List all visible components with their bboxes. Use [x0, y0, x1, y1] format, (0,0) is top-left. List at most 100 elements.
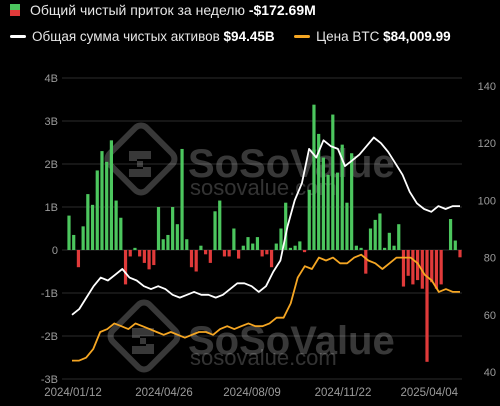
inflow-bar [142, 250, 146, 263]
net-assets-line [71, 136, 460, 316]
left-tick-label: -1B [41, 288, 58, 300]
inflow-bar [72, 234, 76, 250]
left-axis-ticks: -3B -2B -1B 0 1B 2B 3B 4B [41, 73, 58, 386]
inflow-bar [100, 151, 104, 250]
inflow-bar [434, 250, 439, 289]
inflow-bar [222, 250, 227, 257]
inflow-bar [416, 250, 420, 281]
watermark-site: sosovalue.com [190, 345, 337, 370]
inflow-bar [364, 250, 368, 274]
inflow-bar [95, 170, 99, 250]
inflow-bar [152, 250, 156, 266]
inflow-bar [156, 207, 161, 250]
inflow-bar [180, 148, 184, 250]
inflow-bar [279, 228, 283, 250]
inflow-bar [90, 204, 95, 250]
btc-value: $84,009.99 [383, 29, 451, 44]
inflow-bar [368, 228, 373, 250]
inflow-bar [128, 250, 132, 257]
x-tick-label: 2024/01/12 [44, 387, 102, 399]
inflow-bar [335, 172, 340, 250]
inflow-bar [194, 250, 198, 272]
left-tick-label: -3B [41, 374, 58, 386]
inflow-bar [251, 243, 255, 250]
assets-legend-icon [10, 34, 26, 38]
left-tick-label: 3B [45, 116, 58, 128]
inflow-bar [373, 219, 377, 250]
inflow-bar [448, 219, 453, 250]
inflow-bar [317, 133, 321, 250]
watermark-site: sosovalue.com [190, 175, 337, 200]
inflow-bar [138, 250, 142, 257]
inflow-bar [119, 217, 123, 250]
right-tick-label: 100 [478, 195, 496, 207]
inflow-bar [298, 241, 302, 250]
inflow-bar [321, 157, 325, 250]
inflow-value: -$172.69M [248, 2, 316, 18]
inflow-bar [406, 250, 410, 276]
legend-assets-btc: Общая сумма чистых активов $94.45B Цена … [10, 29, 451, 44]
inflow-label: Общий чистый приток за неделю [30, 2, 245, 18]
inflow-bar [331, 114, 335, 250]
left-tick-label: 4B [45, 73, 58, 85]
x-tick-label: 2024/04/26 [135, 387, 193, 399]
inflow-bar [312, 104, 316, 250]
watermark-brand: SoSoValue [188, 319, 395, 363]
inflow-bar [105, 161, 109, 250]
inflow-bar [354, 245, 358, 250]
inflow-bar [161, 239, 165, 250]
inflow-bar [284, 202, 288, 250]
inflow-bar [213, 211, 217, 250]
btc-label: Цена BTC [316, 29, 380, 44]
inflow-bar [397, 224, 401, 250]
inflow-bar [383, 247, 387, 250]
inflow-bar [425, 250, 429, 362]
inflow-bar [345, 202, 349, 250]
inflow-bar [411, 250, 415, 285]
inflow-bar [81, 226, 85, 250]
inflow-bar [133, 247, 137, 250]
inflow-bar [387, 232, 391, 250]
btc-price-line [72, 253, 460, 362]
inflow-bar [204, 250, 208, 255]
watermark-brand: SoSoValue [188, 142, 395, 186]
inflow-bar [350, 153, 354, 250]
inflow-bar [340, 144, 344, 250]
inflow-bar [76, 250, 81, 268]
inflow-bar [439, 250, 443, 285]
left-tick-label: 2B [45, 159, 58, 171]
inflow-bar [166, 234, 170, 250]
inflow-bar [67, 215, 71, 250]
inflow-bar [265, 250, 269, 255]
inflow-bar [326, 174, 330, 250]
inflow-bar [185, 239, 189, 250]
inflow-bar [392, 245, 396, 250]
inflow-bar [123, 250, 128, 285]
inflow-bar [269, 250, 274, 268]
x-tick-label: 2024/08/09 [223, 387, 281, 399]
x-tick-label: 2025/04/04 [400, 387, 458, 399]
inflow-bar [189, 250, 194, 268]
inflow-bar [114, 200, 118, 250]
inflow-bar [232, 228, 236, 250]
inflow-bar [378, 213, 382, 250]
inflow-bar [109, 140, 113, 250]
watermark-logo [104, 122, 178, 196]
inflow-bar [430, 250, 434, 283]
right-tick-label: 80 [484, 253, 496, 265]
inflow-bar [302, 250, 307, 253]
inflow-bar [241, 245, 245, 250]
inflow-bar [227, 250, 231, 257]
inflow-bar [236, 250, 241, 259]
inflow-bar [307, 189, 311, 250]
left-tick-label: -2B [41, 331, 58, 343]
inflow-bar [260, 250, 264, 257]
left-tick-label: 1B [45, 202, 58, 214]
inflow-bar [458, 250, 462, 258]
legend-weekly-inflow: Общий чистый приток за неделю -$172.69M [10, 2, 316, 18]
watermark: SoSoValuesosovalue.comSoSoValuesosovalue… [104, 122, 395, 373]
right-tick-label: 120 [478, 138, 496, 150]
inflow-bar [274, 243, 278, 250]
assets-value: $94.45B [223, 29, 275, 44]
